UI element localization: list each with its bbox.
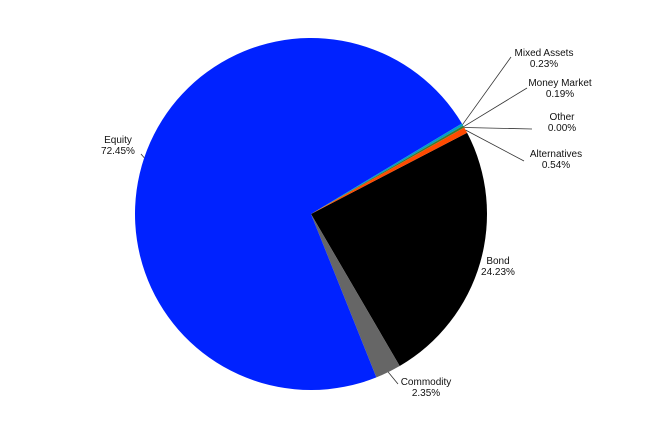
leader-line-money-market (463, 87, 528, 127)
slice-label-money-market: Money Market (528, 78, 592, 89)
leader-line-equity (140, 153, 145, 159)
leader-line-alternatives (465, 129, 525, 162)
slice-percent-equity: 72.45% (101, 146, 135, 157)
slice-percent-other: 0.00% (548, 123, 576, 134)
pie-slices (135, 37, 487, 390)
slice-label-equity: Equity (104, 135, 132, 146)
pie-slice-money-market (311, 125, 465, 214)
pie-slice-equity (135, 37, 462, 390)
leader-line-other (464, 127, 533, 130)
slice-label-mixed-assets: Mixed Assets (515, 48, 574, 59)
pie-slice-mixed-assets (311, 123, 464, 214)
pie-slice-commodity (311, 214, 400, 378)
leader-line-commodity (387, 371, 399, 385)
slice-label-bond: Bond (486, 256, 509, 267)
leader-line-mixed-assets (462, 56, 512, 125)
slice-label-other: Other (549, 112, 575, 123)
pie-slice-alternatives (311, 127, 468, 214)
slice-percent-mixed-assets: 0.23% (530, 59, 558, 70)
slice-percent-money-market: 0.19% (546, 89, 574, 100)
pie-slice-bond (311, 132, 487, 367)
leader-lines (140, 56, 533, 385)
slice-percent-commodity: 2.35% (412, 388, 440, 399)
slice-percent-alternatives: 0.54% (542, 160, 570, 171)
slice-label-alternatives: Alternatives (530, 149, 582, 160)
slice-percent-bond: 24.23% (481, 267, 515, 278)
slice-label-commodity: Commodity (401, 377, 452, 388)
